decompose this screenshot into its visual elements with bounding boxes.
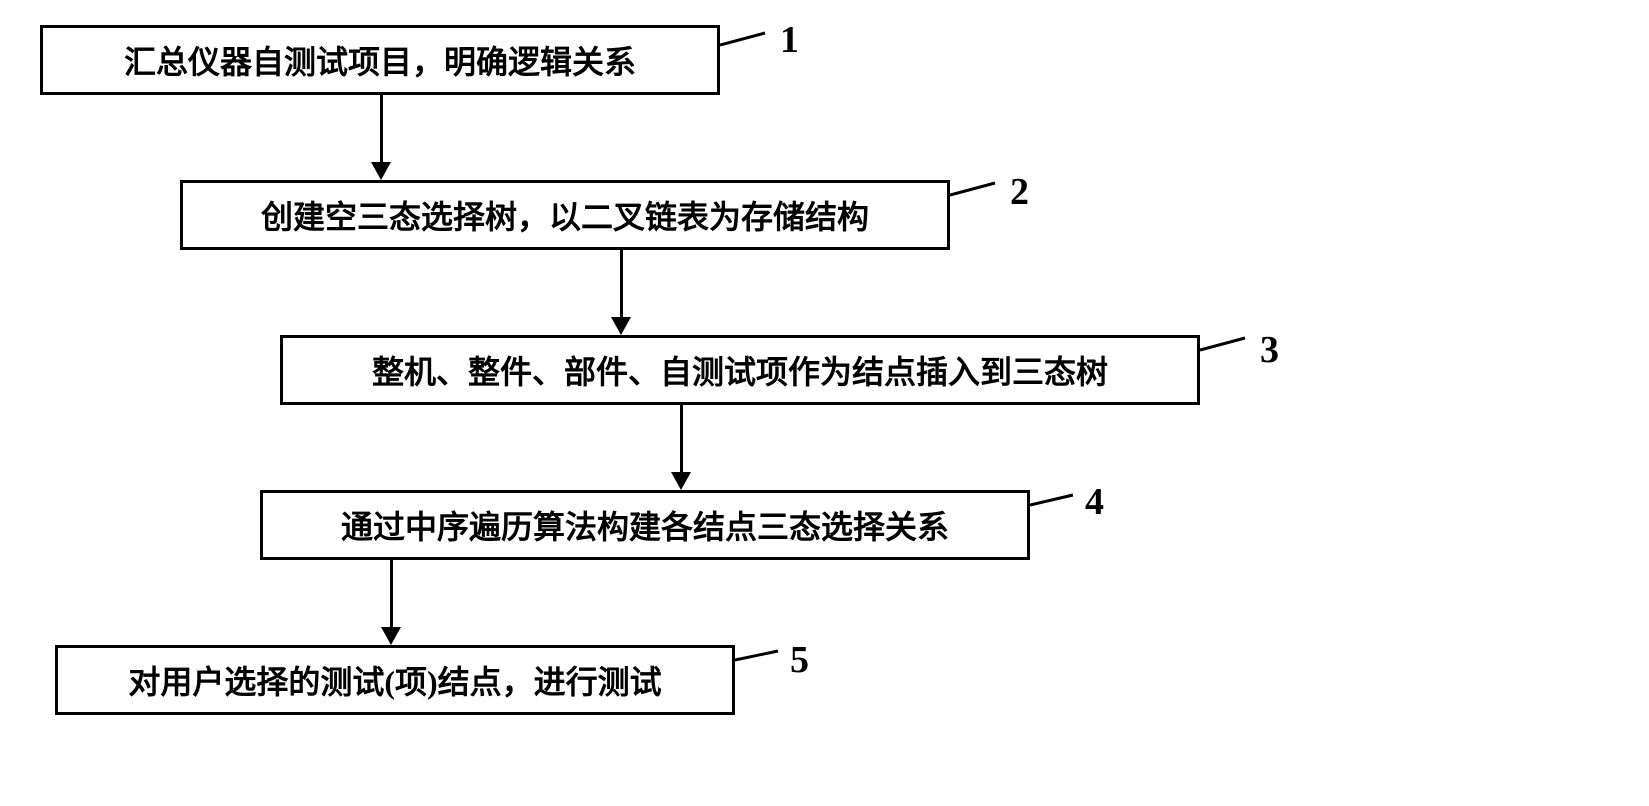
connector-line-4 <box>1030 492 1080 512</box>
step-3-label: 整机、整件、部件、自测试项作为结点插入到三态树 <box>372 347 1108 393</box>
step-3-number: 3 <box>1260 328 1279 372</box>
step-1-label: 汇总仪器自测试项目，明确逻辑关系 <box>124 37 636 83</box>
step-5-label: 对用户选择的测试(项)结点，进行测试 <box>128 657 661 703</box>
step-4-label: 通过中序遍历算法构建各结点三态选择关系 <box>341 502 949 548</box>
step-1-number: 1 <box>780 18 799 62</box>
flowchart-step-4: 通过中序遍历算法构建各结点三态选择关系 <box>260 490 1030 560</box>
flowchart-step-1: 汇总仪器自测试项目，明确逻辑关系 <box>40 25 720 95</box>
connector-line-1 <box>720 30 770 50</box>
step-5-number: 5 <box>790 638 809 682</box>
flowchart-step-2: 创建空三态选择树，以二叉链表为存储结构 <box>180 180 950 250</box>
connector-line-2 <box>950 180 1000 200</box>
connector-line-5 <box>735 648 785 668</box>
step-4-number: 4 <box>1085 480 1104 524</box>
flowchart-step-5: 对用户选择的测试(项)结点，进行测试 <box>55 645 735 715</box>
step-2-label: 创建空三态选择树，以二叉链表为存储结构 <box>261 192 869 238</box>
flowchart-step-3: 整机、整件、部件、自测试项作为结点插入到三态树 <box>280 335 1200 405</box>
step-2-number: 2 <box>1010 170 1029 214</box>
connector-line-3 <box>1200 335 1250 355</box>
